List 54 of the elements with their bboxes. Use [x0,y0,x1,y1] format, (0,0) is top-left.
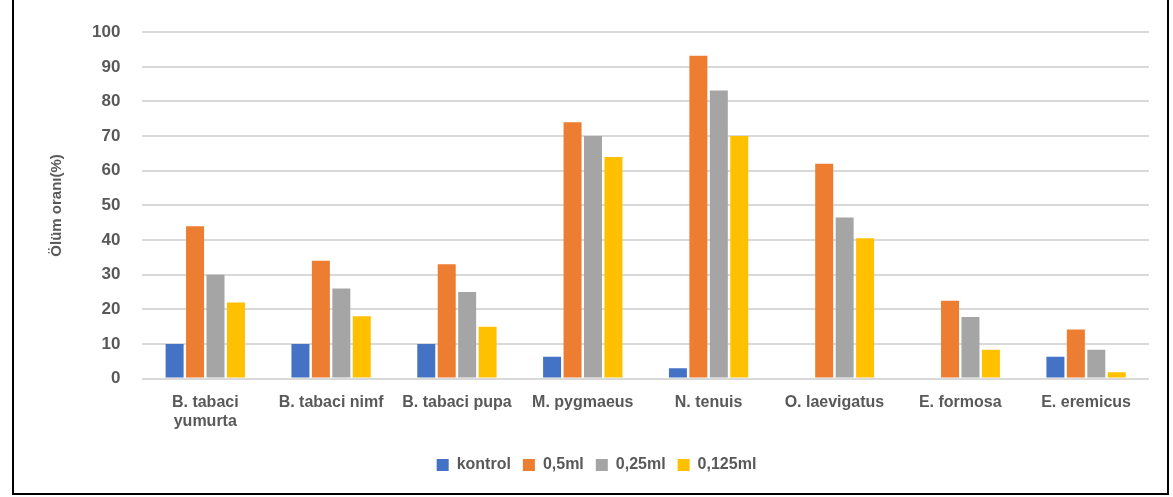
bar [543,356,562,378]
bar [458,292,477,378]
y-tick-label: 90 [101,56,121,76]
y-tick-label: 80 [101,91,121,111]
bar [291,343,310,378]
bar [1107,372,1126,378]
y-tick-label: 60 [101,160,121,180]
bar [835,217,854,378]
bar [332,288,351,378]
x-tick-label: O. laevigatus [784,392,885,410]
x-tick-label: E. eremicus [1041,392,1132,410]
bar [981,349,1000,378]
y-tick-label: 30 [101,264,121,284]
x-tick-label: M. pygmaeus [532,392,634,410]
y-tick-label: 70 [101,125,121,145]
legend-label: kontrol [456,455,511,473]
bar [815,163,834,378]
y-tick-label: 100 [91,21,121,41]
bar [417,343,436,378]
y-tick-label: 20 [101,299,121,319]
bar [604,156,623,378]
bar [730,136,749,378]
bar [311,260,330,378]
x-tick-label: E. formosa [918,392,1002,410]
bar [206,274,225,378]
x-tick-label: B. tabaci nimf [278,392,385,410]
bar [1046,356,1065,378]
bar [563,122,582,378]
bar [1066,329,1085,378]
bar [352,316,371,378]
bar [1087,349,1106,378]
y-tick-label: 10 [101,333,121,353]
y-tick-label: 0 [110,368,121,388]
bar [689,55,708,378]
y-tick-label: 50 [101,195,121,215]
bar [478,326,497,378]
x-tick-label: N. tenuis [674,392,743,410]
bar [941,300,960,378]
bar [856,238,875,378]
bar [437,264,456,378]
bar [961,316,980,378]
bar [226,302,245,378]
x-tick-label: B. tabaci pupa [402,392,512,410]
bar [165,343,184,378]
legend-label: 0,125ml [697,455,757,473]
bar [583,136,602,378]
y-tick-label: 40 [101,229,121,249]
bar [668,368,687,378]
legend-label: 0,5ml [542,455,584,473]
bar [186,226,205,378]
y-axis-title: Ölüm oranı(%) [47,154,65,257]
x-tick-label: B. tabaci yumurta [171,392,239,429]
bar [709,90,728,378]
legend-label: 0,25ml [615,455,666,473]
